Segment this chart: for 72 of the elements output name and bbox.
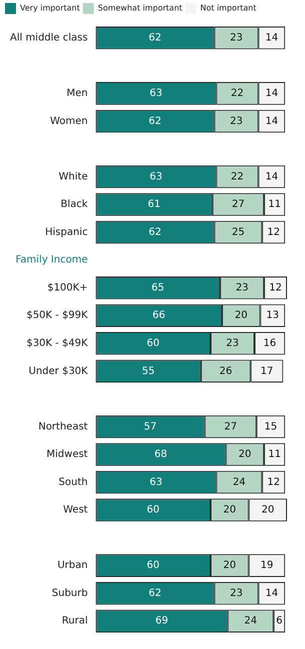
data-label: 14 bbox=[265, 116, 278, 127]
data-label: 22 bbox=[230, 171, 244, 182]
data-label: 60 bbox=[146, 504, 160, 516]
legend-label: Not important bbox=[200, 4, 256, 13]
data-label: 20 bbox=[234, 310, 248, 322]
y-tick-label: Midwest bbox=[46, 449, 88, 460]
data-label: 20 bbox=[238, 449, 252, 460]
data-label: 11 bbox=[268, 199, 281, 210]
data-label: 14 bbox=[265, 171, 278, 182]
data-label: 62 bbox=[148, 226, 162, 238]
data-label: 20 bbox=[223, 560, 236, 572]
y-tick-label: $50K - $99K bbox=[26, 310, 88, 322]
data-label: 23 bbox=[226, 338, 239, 349]
data-label: 63 bbox=[150, 476, 162, 488]
y-tick-label: All middle class bbox=[10, 32, 88, 44]
data-label: 23 bbox=[230, 32, 243, 44]
y-tick-label: Women bbox=[50, 116, 88, 127]
data-label: 14 bbox=[265, 88, 278, 100]
data-label: 62 bbox=[148, 116, 162, 127]
data-label: 62 bbox=[148, 32, 162, 44]
data-label: 6 bbox=[276, 616, 283, 627]
data-label: 63 bbox=[150, 88, 162, 100]
data-label: 15 bbox=[264, 421, 278, 432]
y-tick-label: South bbox=[58, 476, 88, 488]
data-label: 60 bbox=[146, 560, 160, 572]
y-tick-label: Family Income bbox=[16, 254, 88, 266]
data-label: 12 bbox=[267, 226, 280, 238]
data-label: 19 bbox=[260, 560, 274, 572]
data-label: 57 bbox=[144, 421, 157, 432]
y-tick-label: Urban bbox=[57, 560, 88, 572]
data-label: 25 bbox=[232, 226, 245, 238]
data-label: 12 bbox=[269, 282, 282, 294]
data-label: 23 bbox=[230, 588, 243, 599]
y-tick-label: West bbox=[63, 504, 88, 516]
y-tick-label: $30K - $49K bbox=[26, 338, 88, 349]
y-tick-label: Under $30K bbox=[28, 366, 88, 377]
data-label: 12 bbox=[267, 476, 280, 488]
data-label: 11 bbox=[268, 449, 281, 460]
legend-label: Somewhat important bbox=[98, 4, 182, 13]
data-label: 23 bbox=[230, 116, 243, 127]
y-tick-label: Hispanic bbox=[45, 226, 88, 238]
data-label: 27 bbox=[232, 199, 245, 210]
y-tick-label: Northeast bbox=[38, 421, 88, 432]
data-label: 69 bbox=[155, 616, 168, 627]
data-label: 61 bbox=[148, 199, 160, 210]
y-tick-label: Men bbox=[66, 88, 88, 100]
data-label: 23 bbox=[236, 282, 248, 294]
data-label: 63 bbox=[150, 171, 162, 182]
data-label: 14 bbox=[265, 32, 278, 44]
data-label: 22 bbox=[230, 88, 244, 100]
data-label: 60 bbox=[146, 338, 160, 349]
data-label: 66 bbox=[152, 310, 166, 322]
data-label: 17 bbox=[260, 366, 274, 377]
data-label: 62 bbox=[148, 588, 162, 599]
data-label: 68 bbox=[154, 449, 168, 460]
y-tick-label: Black bbox=[60, 199, 88, 210]
y-tick-label: Suburb bbox=[52, 588, 88, 599]
data-label: 24 bbox=[244, 616, 258, 627]
data-label: 20 bbox=[262, 504, 274, 516]
data-label: 20 bbox=[223, 504, 236, 516]
data-label: 24 bbox=[232, 476, 246, 488]
y-tick-label: White bbox=[58, 171, 88, 182]
data-label: 13 bbox=[266, 310, 280, 322]
y-tick-label: Rural bbox=[62, 616, 88, 627]
data-label: 26 bbox=[219, 366, 232, 377]
data-label: 14 bbox=[265, 588, 278, 599]
data-label: 16 bbox=[263, 338, 276, 349]
legend-label: Very important bbox=[20, 4, 80, 13]
data-label: 65 bbox=[152, 282, 164, 294]
y-tick-label: $100K+ bbox=[47, 282, 88, 294]
data-label: 27 bbox=[224, 421, 237, 432]
data-label: 55 bbox=[142, 366, 155, 377]
